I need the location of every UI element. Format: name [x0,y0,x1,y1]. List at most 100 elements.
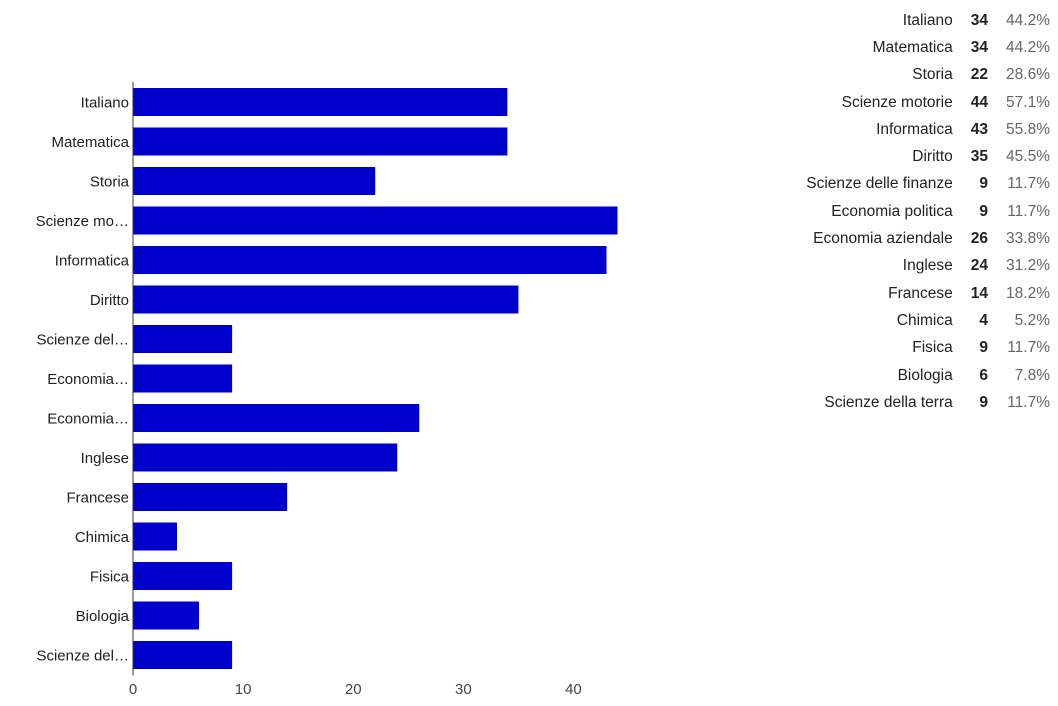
summary-count: 9 [979,202,988,220]
x-tick-label-3: 30 [455,681,472,698]
summary-row: Inglese 24 31.2% [806,253,1050,280]
summary-label: Francese [888,284,953,302]
bar-7 [133,364,233,393]
summary-count: 34 [970,38,988,56]
bar-chart: Italiano Matematica Storia Scienze mo… Infor… [36,82,618,698]
summary-count: 24 [970,257,988,275]
summary-row: Informatica 43 55.8% [806,116,1050,143]
summary-count: 9 [979,339,988,357]
summary-percent: 28.6% [1006,66,1050,84]
bar-0 [133,88,508,116]
summary-row: Biologia 6 7.8% [806,362,1050,389]
summary-count: 26 [970,230,988,248]
bar-14 [133,641,233,669]
bar-3 [133,206,618,235]
summary-row: Fisica 9 11.7% [806,335,1050,362]
summary-count: 4 [979,311,988,329]
bar-2 [133,167,376,195]
summary-count: 9 [979,393,988,411]
summary-label: Biologia [897,366,953,384]
summary-percent: 44.2% [1006,38,1050,56]
summary-label: Economia politica [831,202,953,220]
category-label-10: Francese [66,490,129,507]
category-label-13: Biologia [76,608,130,625]
summary-percent: 55.8% [1006,120,1050,138]
summary-percent: 18.2% [1006,284,1050,302]
summary-percent: 11.7% [1007,175,1050,193]
summary-count: 14 [970,284,988,302]
summary-row: Matematica 34 44.2% [806,34,1050,61]
summary-count: 44 [970,93,988,111]
category-label-3: Scienze mo… [36,213,129,230]
summary-count: 22 [970,66,988,84]
summary-label: Scienze delle finanze [806,175,953,193]
summary-label: Economia aziendale [813,230,953,248]
category-label-1: Matematica [51,134,129,151]
bar-6 [133,325,233,353]
bar-10 [133,483,288,511]
category-label-11: Chimica [75,529,130,546]
summary-label: Inglese [902,257,953,275]
category-labels: Italiano Matematica Storia Scienze mo… Infor… [36,95,130,665]
summary-row: Economia politica 9 11.7% [806,198,1050,225]
bar-1 [133,127,508,156]
summary-row: Storia 22 28.6% [806,62,1050,89]
summary-percent: 45.5% [1006,148,1050,166]
category-label-2: Storia [90,174,130,191]
category-label-9: Inglese [81,450,129,467]
bar-series [133,88,618,669]
bar-9 [133,443,398,472]
summary-label: Diritto [912,148,953,166]
summary-row: Scienze delle finanze 9 11.7% [806,171,1050,198]
summary-count: 35 [970,148,988,166]
x-tick-label-4: 40 [565,681,582,698]
summary-count: 43 [970,120,988,138]
summary-table: Italiano 34 44.2% Matematica 34 44.2% Storia 22… [806,7,1050,416]
x-tick-label-2: 20 [345,681,362,698]
category-label-8: Economia… [47,411,129,428]
summary-row: Scienze motorie 44 57.1% [806,89,1050,116]
summary-row: Scienze della terra 9 11.7% [806,389,1050,416]
category-label-0: Italiano [81,95,129,112]
summary-row: Chimica 4 5.2% [806,307,1050,334]
summary-percent: 44.2% [1006,11,1050,29]
x-tick-label-1: 10 [235,681,252,698]
summary-percent: 57.1% [1006,93,1050,111]
category-label-14: Scienze del… [36,648,129,665]
category-label-12: Fisica [90,569,130,586]
summary-percent: 31.2% [1006,257,1050,275]
category-label-4: Informatica [55,253,130,270]
category-label-5: Diritto [90,292,129,309]
summary-percent: 11.7% [1007,202,1050,220]
summary-label: Scienze motorie [841,93,953,111]
summary-row: Francese 14 18.2% [806,280,1050,307]
category-label-7: Economia… [47,371,129,388]
summary-label: Italiano [902,11,953,29]
summary-row: Diritto 35 45.5% [806,143,1050,170]
summary-percent: 7.8% [1014,366,1050,384]
bar-8 [133,404,420,432]
summary-label: Informatica [876,120,953,138]
summary-percent: 11.7% [1007,339,1050,357]
summary-label: Matematica [872,38,953,56]
bar-13 [133,601,200,630]
summary-count: 9 [979,175,988,193]
summary-row: Italiano 34 44.2% [806,7,1050,34]
bar-5 [133,285,519,314]
summary-label: Scienze della terra [824,393,953,411]
x-tick-label-0: 0 [129,681,137,698]
summary-count: 6 [979,366,988,384]
summary-label: Chimica [896,311,953,329]
summary-percent: 11.7% [1007,393,1050,411]
summary-count: 34 [970,11,988,29]
bar-4 [133,246,607,274]
summary-label: Fisica [912,339,953,357]
bar-11 [133,522,178,551]
summary-label: Storia [912,66,953,84]
summary-percent: 5.2% [1014,311,1050,329]
x-axis-ticks: 0 10 20 30 40 [129,681,582,698]
bar-12 [133,562,233,590]
category-label-6: Scienze del… [36,332,129,349]
summary-percent: 33.8% [1006,230,1050,248]
summary-row: Economia aziendale 26 33.8% [806,225,1050,252]
